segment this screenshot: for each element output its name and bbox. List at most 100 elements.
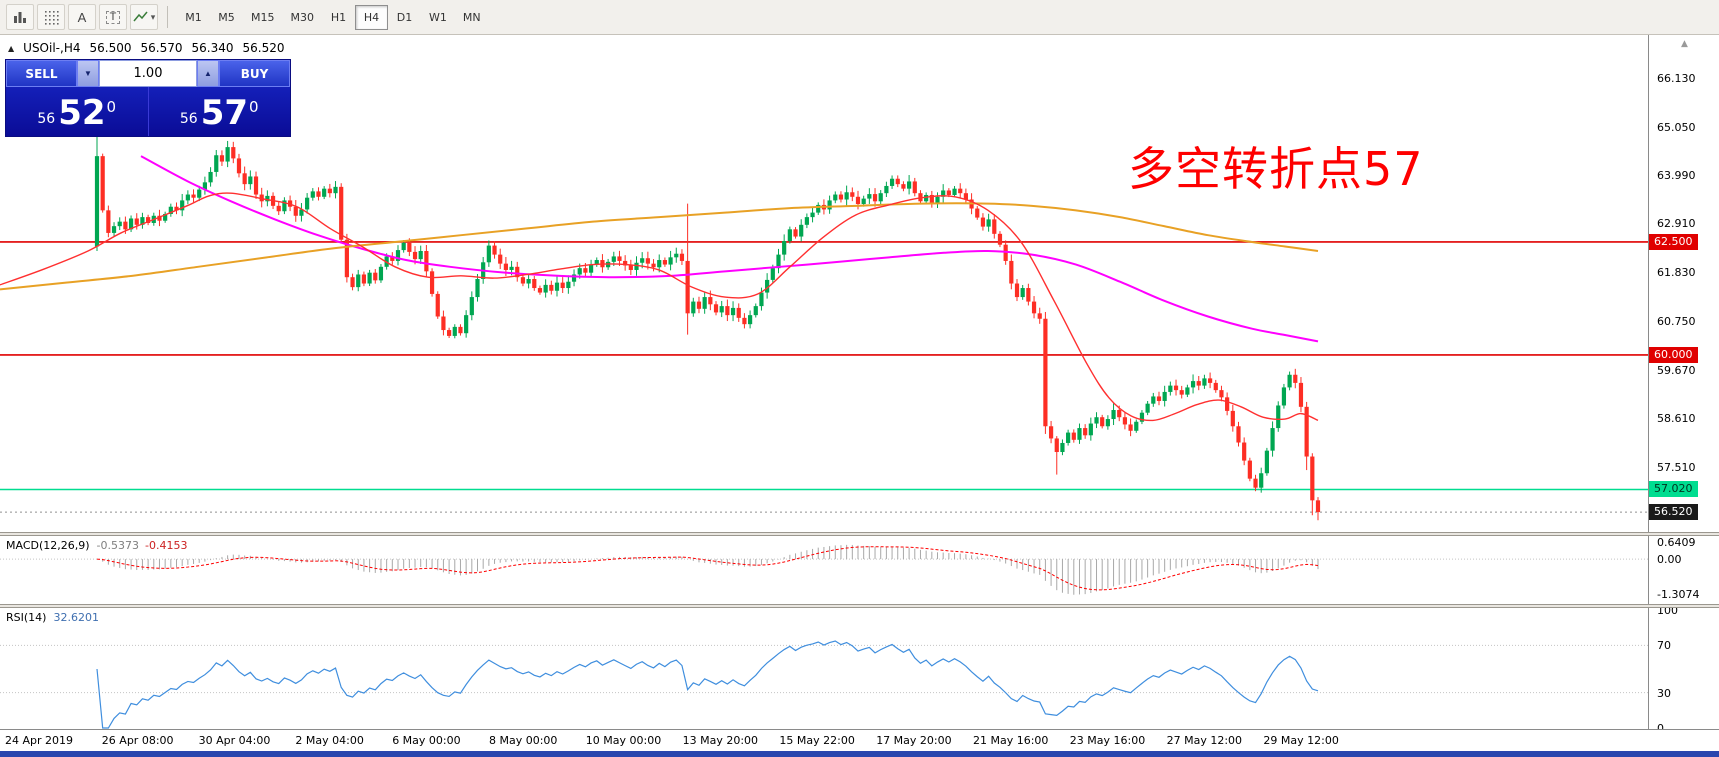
rsi-line	[96, 640, 1319, 729]
timeframe-m1-button[interactable]: M1	[177, 5, 210, 30]
panel-splitter[interactable]	[0, 604, 1719, 608]
macd-main-value: -0.5373	[96, 539, 140, 552]
timeframe-d1-button[interactable]: D1	[388, 5, 421, 30]
timeframe-h1-button[interactable]: H1	[322, 5, 355, 30]
rsi-axis-tick: 30	[1657, 686, 1671, 700]
price-chart-panel[interactable]: ▲ USOil-,H4 56.500 56.570 56.340 56.520 …	[0, 35, 1719, 532]
time-label: 15 May 22:00	[779, 734, 855, 747]
timeframe-w1-button[interactable]: W1	[421, 5, 455, 30]
panel-splitter[interactable]	[0, 532, 1719, 536]
sell-button[interactable]: SELL	[6, 60, 77, 87]
timeframe-mn-button[interactable]: MN	[455, 5, 489, 30]
time-label: 23 May 16:00	[1069, 734, 1146, 747]
price-badge-bid-price: 56.520	[1649, 504, 1698, 521]
rsi-axis-tick: 70	[1657, 639, 1671, 653]
timeframe-m30-button[interactable]: M30	[283, 5, 323, 30]
time-label: 17 May 20:00	[876, 734, 952, 747]
sell-price-quote[interactable]: 56 52 0	[6, 87, 148, 136]
caret-down-icon: ▾	[150, 11, 156, 22]
timeframe-m15-button[interactable]: M15	[243, 5, 283, 30]
ohlc-low: 56.340	[191, 41, 234, 55]
rsi-title: RSI(14)	[6, 611, 47, 624]
macd-axis[interactable]: 0.6409 0.00 -1.3074	[1648, 536, 1719, 604]
rsi-plot[interactable]	[0, 608, 1648, 729]
time-label: 21 May 16:00	[973, 734, 1049, 747]
rsi-axis-tick: 0	[1657, 722, 1664, 729]
time-label: 26 Apr 08:00	[101, 734, 174, 747]
quote-prices-row: 56 52 0 56 57 0	[6, 87, 290, 136]
chart-symbol-period: USOil-,H4	[23, 41, 81, 55]
price-tick: 59.670	[1657, 363, 1696, 377]
price-tick: 57.510	[1657, 461, 1696, 475]
buy-price-sup: 0	[249, 98, 259, 116]
candlestick-chart[interactable]	[0, 35, 1648, 532]
rsi-axis[interactable]: 100 70 30 0	[1648, 608, 1719, 729]
arrow-tool-icon: A	[77, 9, 87, 25]
one-click-panel-toggle-icon[interactable]: ▲	[8, 43, 15, 53]
toolbar: A T ▾ M1 M5 M15 M30 H1 H4 D1 W1 MN	[0, 0, 1719, 35]
macd-indicator-panel[interactable]: MACD(12,26,9) -0.5373 -0.4153 0.6409 0.00 -1…	[0, 536, 1719, 604]
macd-axis-tick: -1.3074	[1657, 588, 1700, 601]
sell-price-small: 56	[37, 110, 56, 127]
price-tick: 61.830	[1657, 266, 1696, 280]
price-divider	[147, 87, 149, 136]
macd-signal-value: -0.4153	[145, 539, 188, 552]
rsi-label: RSI(14) 32.6201	[6, 611, 99, 624]
buy-button[interactable]: BUY	[219, 60, 290, 87]
grid-tool-button[interactable]	[37, 4, 65, 30]
price-tick: 66.130	[1657, 72, 1696, 85]
toolbar-tools-group: A T ▾	[6, 4, 161, 30]
rsi-indicator-panel[interactable]: RSI(14) 32.6201 100 70 30 0	[0, 608, 1719, 729]
chart-text-annotation[interactable]: 多空转折点57	[1128, 142, 1424, 196]
bar-chart-icon	[14, 12, 26, 23]
bar-chart-tool-button[interactable]	[6, 4, 34, 30]
trade-controls-row: SELL ▼ 1.00 ▲ BUY	[6, 60, 290, 87]
drawings-tool-button[interactable]: ▾	[130, 4, 158, 30]
time-label: 24 Apr 2019	[5, 734, 74, 747]
volume-up-button[interactable]: ▲	[197, 60, 219, 87]
macd-histogram	[102, 544, 1319, 595]
one-click-trading-panel: SELL ▼ 1.00 ▲ BUY 56 52 0 56 57 0	[5, 59, 291, 137]
rsi-axis-tick: 100	[1657, 608, 1678, 617]
price-tick: 65.050	[1657, 120, 1696, 134]
macd-plot[interactable]	[0, 536, 1648, 604]
time-label: 6 May 00:00	[392, 734, 461, 747]
macd-label: MACD(12,26,9) -0.5373 -0.4153	[6, 539, 187, 552]
text-tool-icon: T	[105, 10, 121, 24]
macd-axis-tick: 0.6409	[1657, 536, 1696, 549]
price-tick: 58.610	[1657, 411, 1696, 425]
chart-title-line: ▲ USOil-,H4 56.500 56.570 56.340 56.520	[8, 41, 284, 55]
macd-title: MACD(12,26,9)	[6, 539, 90, 552]
price-badge-support-57020: 57.020	[1649, 481, 1698, 498]
time-label: 27 May 12:00	[1166, 734, 1243, 747]
ohlc-close: 56.520	[242, 41, 285, 55]
volume-down-button[interactable]: ▼	[77, 60, 99, 87]
arrow-label-tool-button[interactable]: A	[68, 4, 96, 30]
drawing-tools-icon	[133, 11, 148, 22]
magenta-ma	[140, 155, 1319, 343]
volume-input[interactable]: 1.00	[99, 60, 197, 87]
buy-price-quote[interactable]: 56 57 0	[149, 87, 291, 136]
toolbar-separator	[167, 6, 168, 28]
timeframe-h4-button[interactable]: H4	[355, 4, 388, 30]
timeframe-m5-button[interactable]: M5	[210, 5, 243, 30]
time-label: 2 May 04:00	[295, 734, 364, 747]
price-axis[interactable]: ▲ 66.130 65.050 63.990 62.910 61.830 60.750 59…	[1648, 35, 1719, 532]
sell-price-big: 52	[58, 93, 106, 133]
time-label: 13 May 20:00	[682, 734, 759, 747]
price-badge-resistance-62500: 62.500	[1649, 233, 1698, 250]
time-label: 8 May 00:00	[489, 734, 558, 747]
price-badge-support-60000: 60.000	[1649, 346, 1698, 363]
time-axis[interactable]: 24 Apr 2019 26 Apr 08:00 30 Apr 04:00 2 May…	[0, 729, 1719, 751]
price-tick: 62.910	[1657, 217, 1696, 231]
text-tool-button[interactable]: T	[99, 4, 127, 30]
macd-axis-tick: 0.00	[1657, 553, 1682, 567]
time-label: 10 May 00:00	[585, 734, 662, 747]
orange-ma	[0, 202, 1319, 291]
window-edge-strip	[0, 751, 1719, 757]
buy-price-small: 56	[179, 110, 198, 127]
caret-up-icon: ▲	[204, 69, 212, 78]
timeframe-buttons-group: M1 M5 M15 M30 H1 H4 D1 W1 MN	[177, 4, 489, 30]
buy-price-big: 57	[200, 93, 249, 133]
time-label: 30 Apr 04:00	[198, 734, 271, 747]
